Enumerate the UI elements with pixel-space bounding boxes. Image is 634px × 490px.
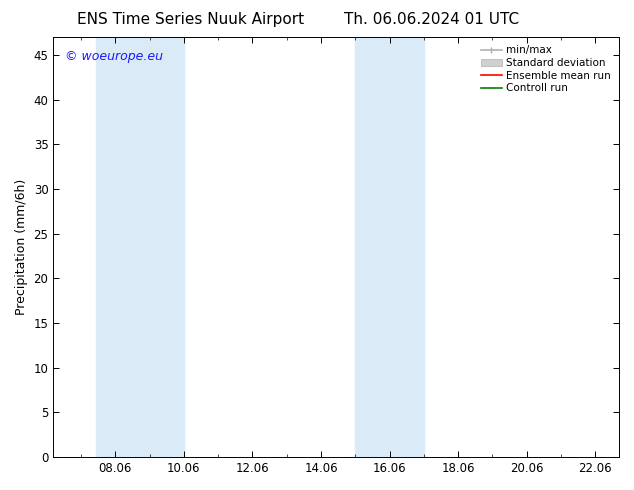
Text: © woeurope.eu: © woeurope.eu bbox=[65, 49, 162, 63]
Bar bbox=[96, 37, 184, 457]
Legend: min/max, Standard deviation, Ensemble mean run, Controll run: min/max, Standard deviation, Ensemble me… bbox=[478, 42, 614, 97]
Bar bbox=[355, 37, 424, 457]
Text: Th. 06.06.2024 01 UTC: Th. 06.06.2024 01 UTC bbox=[344, 12, 519, 27]
Text: ENS Time Series Nuuk Airport: ENS Time Series Nuuk Airport bbox=[77, 12, 304, 27]
Y-axis label: Precipitation (mm/6h): Precipitation (mm/6h) bbox=[15, 179, 28, 315]
